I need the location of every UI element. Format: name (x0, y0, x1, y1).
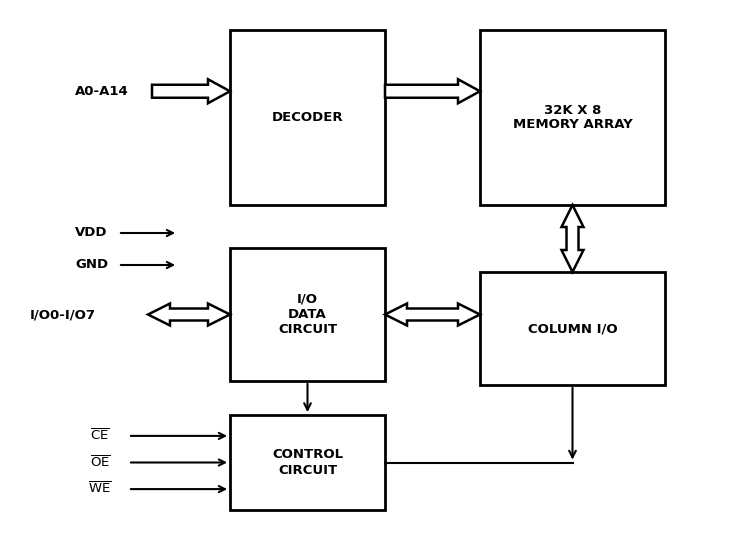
Polygon shape (152, 79, 230, 103)
Bar (480, 272, 665, 385)
Text: CONTROL
CIRCUIT: CONTROL CIRCUIT (272, 448, 343, 477)
Text: VDD: VDD (75, 226, 107, 240)
Bar (230, 30, 385, 205)
Text: I/O0-I/O7: I/O0-I/O7 (30, 308, 96, 321)
Text: $\overline{\mathrm{CE}}$: $\overline{\mathrm{CE}}$ (90, 428, 110, 444)
Polygon shape (385, 79, 480, 103)
Polygon shape (562, 205, 583, 272)
Text: 32K X 8
MEMORY ARRAY: 32K X 8 MEMORY ARRAY (513, 103, 632, 132)
Polygon shape (385, 303, 480, 325)
Text: GND: GND (75, 258, 108, 271)
Bar (230, 248, 385, 381)
Bar (480, 30, 665, 205)
Text: DECODER: DECODER (272, 111, 343, 124)
Text: A0-A14: A0-A14 (75, 85, 129, 98)
Text: COLUMN I/O: COLUMN I/O (528, 322, 617, 335)
Text: $\overline{\mathrm{WE}}$: $\overline{\mathrm{WE}}$ (88, 482, 112, 497)
Polygon shape (148, 303, 230, 325)
Bar (230, 415, 385, 510)
Text: I/O
DATA
CIRCUIT: I/O DATA CIRCUIT (278, 293, 337, 336)
Text: $\overline{\mathrm{OE}}$: $\overline{\mathrm{OE}}$ (90, 455, 110, 470)
